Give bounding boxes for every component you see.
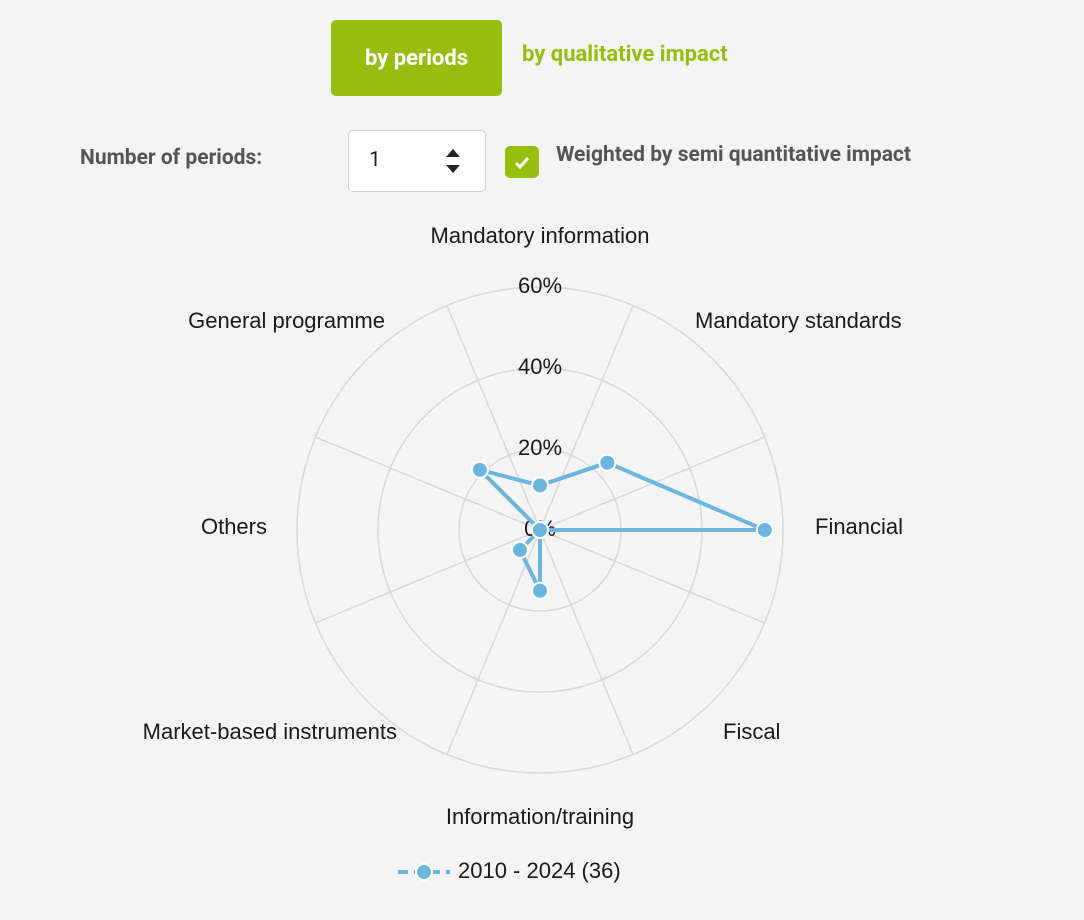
spoke [539, 529, 634, 755]
grid-circle [296, 286, 784, 774]
category-label: Others [201, 514, 267, 539]
data-point [598, 453, 617, 472]
data-point [531, 581, 549, 600]
legend-marker [415, 863, 433, 881]
spoke [446, 529, 541, 755]
data-point [755, 521, 774, 539]
checkbox[interactable] [505, 146, 539, 178]
data-point [531, 521, 549, 539]
tab-button[interactable]: by periods [331, 20, 502, 96]
label[interactable]: Weighted by semi quantitative impact [556, 143, 911, 167]
category-label: Financial [815, 514, 903, 539]
y-tick-label: 20% [518, 435, 562, 460]
y-tick-label: 40% [518, 354, 562, 379]
select-value: 1 [369, 148, 381, 172]
legend-label: 2010 - 2024 (36) [458, 858, 621, 883]
category-label: Market-based instruments [143, 719, 397, 744]
label: Number of periods: [80, 146, 263, 170]
y-tick-label: 60% [518, 273, 562, 298]
select[interactable]: 1 [348, 130, 486, 192]
category-label: General programme [188, 308, 385, 333]
spoke [539, 305, 634, 531]
category-label: Mandatory information [431, 223, 650, 248]
tab-button[interactable]: by qualitative impact [522, 42, 728, 67]
spinner-icon [446, 149, 460, 173]
category-label: Fiscal [723, 719, 780, 744]
category-label: Mandatory standards [695, 308, 902, 333]
data-point [510, 541, 529, 560]
data-point [470, 460, 489, 479]
spoke [539, 529, 765, 624]
check-icon [514, 157, 530, 170]
category-label: Information/training [446, 804, 634, 829]
spoke [315, 436, 541, 531]
spoke [446, 305, 541, 531]
spoke [315, 529, 541, 624]
data-point [531, 476, 549, 495]
